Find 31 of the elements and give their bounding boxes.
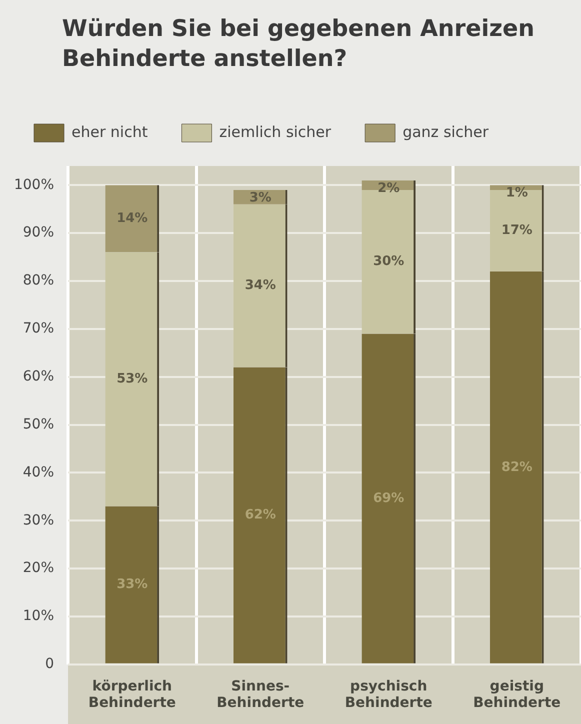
data-label: 3% [249,190,272,206]
data-label: 62% [244,508,276,523]
data-label: 34% [244,278,276,294]
y-tick-label: 0 [45,656,54,672]
y-tick-label: 100% [14,176,54,193]
data-label: 82% [501,460,532,475]
y-tick-label: 10% [22,608,54,624]
chart-title: Würden Sie bei gegebenen Anreizen Behinderte anstellen? [61,15,536,74]
y-tick-label: 30% [22,512,54,528]
y-tick-label: 70% [22,320,54,337]
legend-label: ziemlich sicher [219,122,332,141]
legend-label: ganz sicher [402,122,490,141]
x-tick-label: körperlich Behinderte [88,678,176,712]
y-tick-label: 90% [22,224,54,241]
y-tick-label: 50% [22,416,54,432]
legend-label: eher nicht [72,122,148,141]
y-tick-label: 80% [22,272,54,289]
x-tick-label: psychisch Behinderte [344,678,432,712]
data-label: 53% [116,372,148,387]
data-label: 33% [116,577,148,592]
data-label: 30% [373,254,404,270]
y-tick-label: 40% [22,464,54,480]
y-tick-label: 60% [22,368,54,384]
data-label: 1% [506,186,528,201]
data-label: 2% [378,180,400,196]
x-tick-label: geistig Behinderte [473,678,561,712]
data-label: 17% [501,223,532,238]
y-tick-label: 20% [22,560,54,576]
x-tick-label: Sinnes-Behinderte [216,678,304,712]
data-label: 14% [116,211,148,226]
data-label: 69% [373,490,404,506]
